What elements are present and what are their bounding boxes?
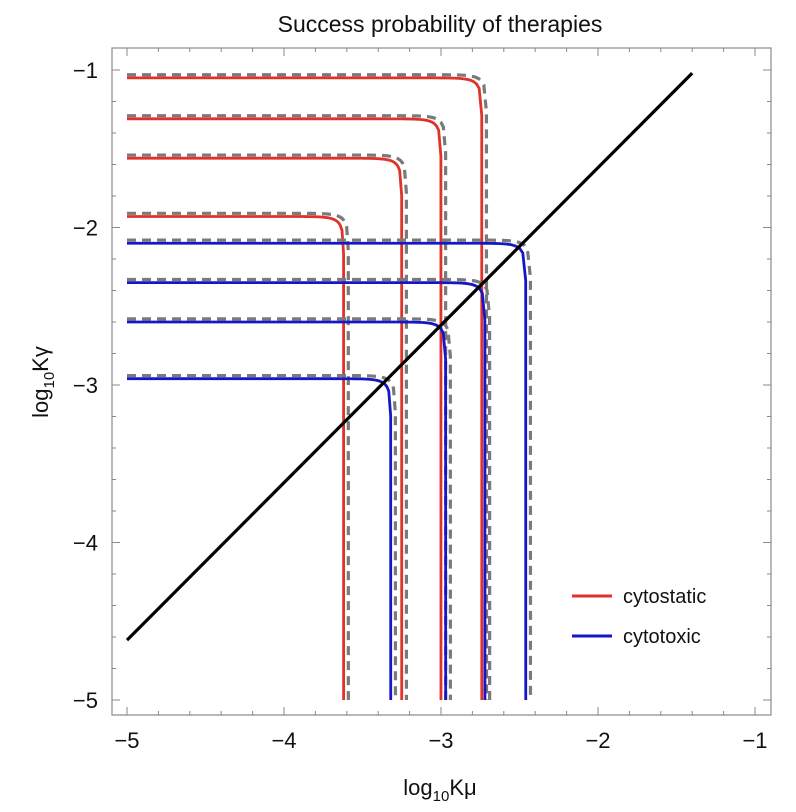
approximation-series-line (127, 73, 489, 701)
y-tick-label: −5 (73, 688, 98, 713)
curves (125, 72, 694, 701)
diagonal-line (125, 72, 694, 642)
x-axis-label-sub: 10 (433, 788, 450, 805)
legend-label-cytotoxic: cytotoxic (623, 626, 701, 648)
y-tick-label: −1 (73, 58, 98, 83)
legend: cytostatic cytotoxic (572, 586, 706, 648)
cytostatic-series-line (127, 76, 484, 701)
y-tick-label: −4 (73, 531, 98, 556)
y-axis-label: log10Kγ (28, 346, 58, 418)
tick-marks (112, 48, 771, 715)
svg-text:log10Kγ: log10Kγ (28, 346, 58, 418)
chart-title: Success probability of therapies (278, 11, 603, 37)
cytostatic-series-line (127, 117, 443, 701)
y-axis-label-suffix: Kγ (28, 346, 53, 372)
cytostatic-series-line (127, 156, 404, 701)
x-tick-label: −3 (428, 728, 453, 753)
x-axis-label-prefix: log (403, 775, 432, 800)
cytostatic-series-line (127, 215, 346, 701)
cytotoxic-series-line (127, 377, 393, 701)
cytotoxic-series-line (127, 241, 528, 701)
x-tick-label: −1 (742, 728, 767, 753)
x-tick-label: −5 (114, 728, 139, 753)
x-axis-label-suffix: Kμ (449, 775, 476, 800)
x-tick-label: −2 (585, 728, 610, 753)
cytotoxic-series-line (127, 281, 487, 701)
approximation-series-line (127, 238, 533, 701)
cytotoxic-series-line (127, 320, 448, 701)
approximation-series-line (127, 153, 409, 701)
y-tick-label: −2 (73, 216, 98, 241)
y-axis-label-sub: 10 (41, 372, 58, 389)
approximation-series-line (127, 373, 398, 701)
y-axis-label-prefix: log (28, 389, 53, 418)
approximation-series-line (127, 114, 448, 701)
x-axis-label: log10Kμ (403, 775, 476, 805)
approximation-series-line (127, 317, 452, 701)
approximation-series-line (127, 277, 492, 701)
x-tick-labels: −5 −4 −3 −2 −1 (114, 728, 767, 753)
y-tick-labels: −1 −2 −3 −4 −5 (73, 58, 98, 713)
x-tick-label: −4 (271, 728, 296, 753)
y-tick-label: −3 (73, 373, 98, 398)
legend-label-cytostatic: cytostatic (623, 586, 706, 608)
svg-text:log10Kμ: log10Kμ (403, 775, 476, 805)
approximation-series-line (127, 211, 350, 701)
